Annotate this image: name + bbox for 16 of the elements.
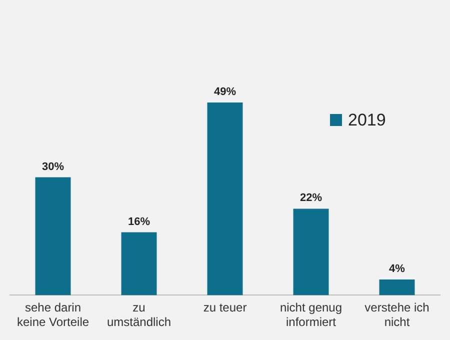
x-tick-label: zu umständlich	[106, 300, 172, 330]
data-label: 49%	[214, 86, 236, 98]
legend-label: 2019	[348, 110, 386, 130]
data-label: 22%	[300, 192, 322, 204]
x-tick-label: nicht genug informiert	[280, 300, 342, 330]
data-label: 30%	[42, 160, 64, 173]
x-tick-label: sehe darin keine Vorteile	[16, 300, 90, 330]
bar	[207, 102, 243, 296]
data-label: 16%	[128, 216, 150, 228]
x-tick-label: verstehe ich nicht	[364, 300, 430, 330]
data-label: 4%	[389, 263, 406, 276]
bar	[293, 208, 329, 296]
bar	[121, 232, 157, 296]
x-tick-label: zu teuer	[203, 300, 247, 315]
bar	[379, 279, 415, 296]
bar	[35, 177, 71, 296]
